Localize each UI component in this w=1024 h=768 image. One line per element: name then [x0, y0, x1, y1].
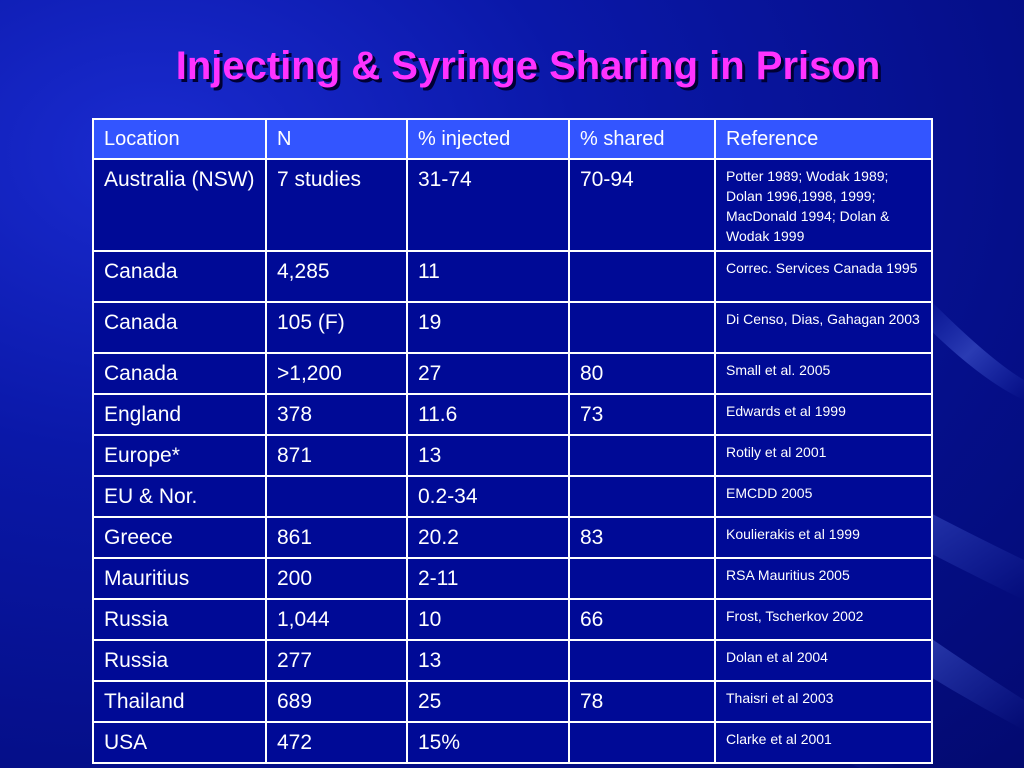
cell-shared: [569, 302, 715, 353]
cell-reference: Rotily et al 2001: [715, 435, 932, 476]
cell-shared: [569, 251, 715, 302]
table-row: Greece 861 20.2 83 Koulierakis et al 199…: [93, 517, 932, 558]
cell-location: USA: [93, 722, 266, 763]
table-row: Australia (NSW) 7 studies 31-74 70-94 Po…: [93, 159, 932, 251]
header-shared: % shared: [569, 119, 715, 159]
cell-injected: 0.2-34: [407, 476, 569, 517]
cell-location: Australia (NSW): [93, 159, 266, 251]
cell-n: 689: [266, 681, 407, 722]
cell-reference: Dolan et al 2004: [715, 640, 932, 681]
cell-reference: EMCDD 2005: [715, 476, 932, 517]
cell-n: >1,200: [266, 353, 407, 394]
cell-shared: [569, 558, 715, 599]
cell-shared: 73: [569, 394, 715, 435]
cell-reference: RSA Mauritius 2005: [715, 558, 932, 599]
table-row: England 378 11.6 73 Edwards et al 1999: [93, 394, 932, 435]
cell-injected: 11.6: [407, 394, 569, 435]
table-row: Thailand 689 25 78 Thaisri et al 2003: [93, 681, 932, 722]
cell-n: 277: [266, 640, 407, 681]
cell-reference: Frost, Tscherkov 2002: [715, 599, 932, 640]
cell-n: 200: [266, 558, 407, 599]
cell-injected: 15%: [407, 722, 569, 763]
cell-shared: 70-94: [569, 159, 715, 251]
cell-injected: 25: [407, 681, 569, 722]
cell-injected: 2-11: [407, 558, 569, 599]
table-row: EU & Nor. 0.2-34 EMCDD 2005: [93, 476, 932, 517]
cell-shared: [569, 435, 715, 476]
cell-injected: 10: [407, 599, 569, 640]
header-reference: Reference: [715, 119, 932, 159]
cell-location: Canada: [93, 353, 266, 394]
cell-n: 861: [266, 517, 407, 558]
cell-location: England: [93, 394, 266, 435]
cell-reference: Thaisri et al 2003: [715, 681, 932, 722]
cell-location: Greece: [93, 517, 266, 558]
header-injected: % injected: [407, 119, 569, 159]
cell-n: 871: [266, 435, 407, 476]
cell-n: 4,285: [266, 251, 407, 302]
cell-n: 378: [266, 394, 407, 435]
prison-injecting-table: Location N % injected % shared Reference…: [92, 118, 933, 764]
table-row: Russia 1,044 10 66 Frost, Tscherkov 2002: [93, 599, 932, 640]
cell-shared: [569, 476, 715, 517]
cell-reference: Edwards et al 1999: [715, 394, 932, 435]
cell-reference: Di Censo, Dias, Gahagan 2003: [715, 302, 932, 353]
cell-reference: Koulierakis et al 1999: [715, 517, 932, 558]
table-row: Canada >1,200 27 80 Small et al. 2005: [93, 353, 932, 394]
cell-n: 105 (F): [266, 302, 407, 353]
header-n: N: [266, 119, 407, 159]
header-location: Location: [93, 119, 266, 159]
cell-n: 7 studies: [266, 159, 407, 251]
cell-location: Canada: [93, 251, 266, 302]
table-row: Russia 277 13 Dolan et al 2004: [93, 640, 932, 681]
cell-location: Europe*: [93, 435, 266, 476]
table-row: USA 472 15% Clarke et al 2001: [93, 722, 932, 763]
cell-shared: [569, 640, 715, 681]
table-row: Europe* 871 13 Rotily et al 2001: [93, 435, 932, 476]
cell-shared: [569, 722, 715, 763]
table-row: Canada 4,285 11 Correc. Services Canada …: [93, 251, 932, 302]
cell-injected: 13: [407, 435, 569, 476]
cell-injected: 13: [407, 640, 569, 681]
cell-shared: 83: [569, 517, 715, 558]
cell-location: Russia: [93, 640, 266, 681]
table-header-row: Location N % injected % shared Reference: [93, 119, 932, 159]
cell-injected: 11: [407, 251, 569, 302]
cell-n: 1,044: [266, 599, 407, 640]
cell-n: 472: [266, 722, 407, 763]
table-row: Canada 105 (F) 19 Di Censo, Dias, Gahaga…: [93, 302, 932, 353]
cell-reference: Correc. Services Canada 1995: [715, 251, 932, 302]
cell-injected: 19: [407, 302, 569, 353]
cell-injected: 20.2: [407, 517, 569, 558]
cell-location: EU & Nor.: [93, 476, 266, 517]
cell-shared: 66: [569, 599, 715, 640]
cell-location: Thailand: [93, 681, 266, 722]
cell-reference: Clarke et al 2001: [715, 722, 932, 763]
table-row: Mauritius 200 2-11 RSA Mauritius 2005: [93, 558, 932, 599]
slide-title: Injecting & Syringe Sharing in Prison: [0, 44, 1024, 89]
cell-shared: 78: [569, 681, 715, 722]
cell-reference: Small et al. 2005: [715, 353, 932, 394]
cell-reference: Potter 1989; Wodak 1989; Dolan 1996,1998…: [715, 159, 932, 251]
cell-n: [266, 476, 407, 517]
cell-injected: 27: [407, 353, 569, 394]
cell-location: Mauritius: [93, 558, 266, 599]
cell-location: Canada: [93, 302, 266, 353]
cell-location: Russia: [93, 599, 266, 640]
cell-injected: 31-74: [407, 159, 569, 251]
cell-shared: 80: [569, 353, 715, 394]
